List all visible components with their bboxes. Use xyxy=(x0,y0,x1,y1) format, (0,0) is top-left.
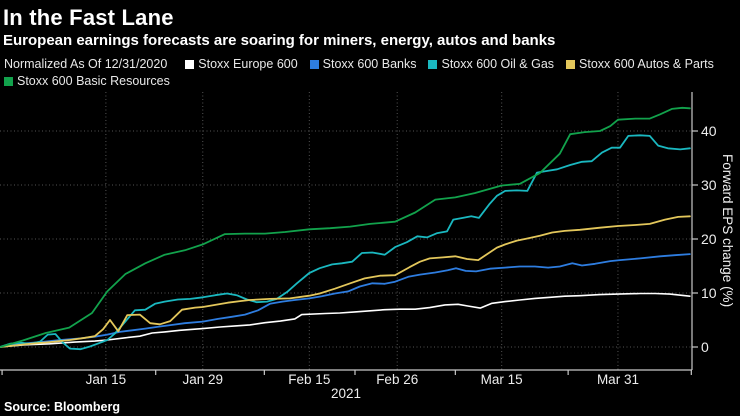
legend-swatch-resources xyxy=(4,77,13,86)
y-tick-label: 40 xyxy=(701,123,717,139)
legend-row-2: Stoxx 600 Basic Resources xyxy=(4,74,736,89)
y-tick-label: 10 xyxy=(701,285,717,301)
chart-subtitle: European earnings forecasts are soaring … xyxy=(3,32,556,49)
legend-swatch-autos xyxy=(566,60,576,69)
y-tick-label: 20 xyxy=(701,231,717,247)
source-note: Source: Bloomberg xyxy=(4,400,120,414)
legend-item-oilgas: Stoxx 600 Oil & Gas xyxy=(428,57,554,72)
plot-svg: 0 10 20 30 40 Jan 15 Jan 29 Feb 15 Feb 26 Mar 15 M… xyxy=(0,92,717,387)
legend-label: Stoxx 600 Banks xyxy=(322,57,417,71)
legend-label: Stoxx Europe 600 xyxy=(198,57,298,71)
series-line-banks xyxy=(0,253,691,348)
y-tick-label: 0 xyxy=(701,339,709,355)
legend-note: Normalized As Of 12/31/2020 xyxy=(4,57,168,71)
y-axis-title: Forward EPS change (%) xyxy=(720,154,735,308)
legend-row-1: Normalized As Of 12/31/2020 Stoxx Europe… xyxy=(4,57,736,72)
x-tick-label: Feb 15 xyxy=(288,372,330,387)
legend-swatch-oilgas xyxy=(428,60,438,69)
legend: Normalized As Of 12/31/2020 Stoxx Europe… xyxy=(4,57,736,91)
page-title: In the Fast Lane xyxy=(3,5,174,30)
x-tick-label: Feb 26 xyxy=(376,372,418,387)
legend-swatch-europe600 xyxy=(185,60,195,69)
x-axis-year-label: 2021 xyxy=(330,386,362,401)
x-tick-label: Mar 31 xyxy=(597,372,639,387)
y-tick-label: 30 xyxy=(701,177,717,193)
series-line-resources xyxy=(0,106,691,348)
legend-swatch-banks xyxy=(309,60,319,69)
x-tick-label: Jan 29 xyxy=(182,372,223,387)
legend-label: Stoxx 600 Oil & Gas xyxy=(441,57,555,71)
legend-label: Stoxx 600 Autos & Parts xyxy=(579,57,714,71)
legend-item-resources: Stoxx 600 Basic Resources xyxy=(4,74,170,89)
x-tick-label: Mar 15 xyxy=(481,372,523,387)
x-tick-label: Jan 15 xyxy=(86,372,127,387)
legend-item-europe600: Stoxx Europe 600 xyxy=(185,57,298,72)
series-line-oilgas xyxy=(0,134,691,351)
legend-item-autos: Stoxx 600 Autos & Parts xyxy=(566,57,714,72)
legend-item-banks: Stoxx 600 Banks xyxy=(309,57,417,72)
series-line-autos xyxy=(0,215,691,348)
series-line-europe600 xyxy=(0,292,691,348)
legend-label: Stoxx 600 Basic Resources xyxy=(17,74,170,88)
